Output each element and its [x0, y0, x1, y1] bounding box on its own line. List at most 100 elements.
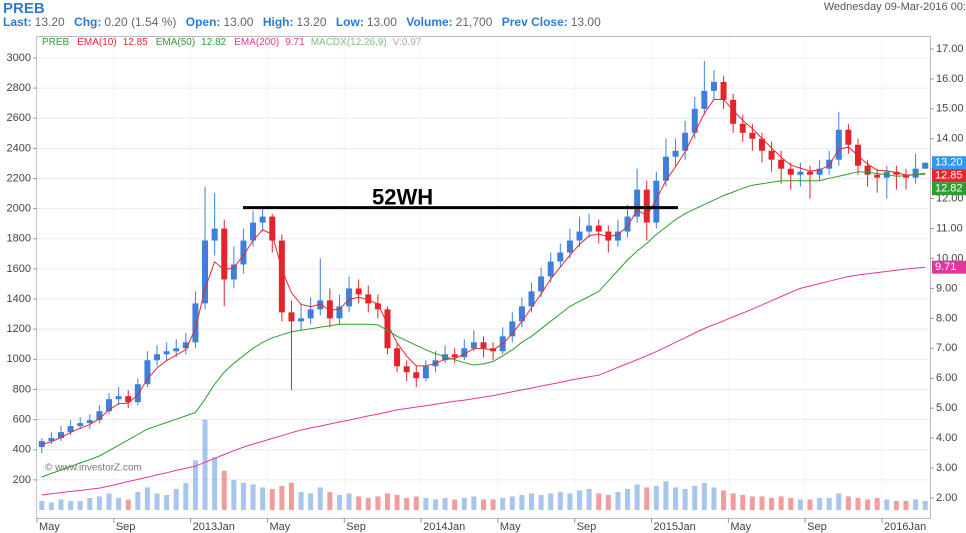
candle-body	[701, 90, 708, 109]
volume-bar	[874, 497, 880, 511]
y-tick-label: 16.00	[936, 73, 964, 85]
candle-body	[307, 309, 314, 319]
volume-bar	[375, 496, 381, 511]
candle-body	[682, 132, 689, 151]
y2-tick-label: 400	[13, 444, 31, 456]
y-tick-label: 8.00	[936, 312, 957, 324]
candle-body	[384, 309, 391, 349]
candle-body	[221, 228, 228, 280]
candle-body	[182, 342, 189, 349]
candle-body	[240, 240, 247, 265]
volume-bar	[250, 484, 256, 511]
volume-bar	[721, 490, 727, 511]
candle-body	[480, 342, 487, 349]
volume-bar	[240, 482, 246, 511]
volume-bar	[471, 496, 477, 511]
volume-bar	[346, 493, 352, 511]
volume-bar	[96, 496, 102, 511]
last-value-label: 9.71	[935, 261, 956, 273]
x-tick-label: 2014Jan	[423, 521, 465, 533]
candle-body	[778, 159, 785, 169]
volume-bar	[356, 496, 362, 511]
volume-bar	[865, 499, 871, 511]
candle-body	[758, 138, 765, 151]
volume-bar	[903, 500, 909, 511]
candle-body	[48, 438, 55, 442]
candle-body	[125, 396, 132, 403]
x-tick-label: 2015Jan	[654, 521, 696, 533]
y2-tick-label: 1800	[7, 233, 31, 245]
y-tick-label: 11.00	[936, 222, 963, 234]
volume-bar	[125, 499, 131, 511]
y2-tick-label: 2000	[7, 203, 31, 215]
candle-body	[566, 240, 573, 253]
volume-bar	[500, 497, 506, 511]
candle-body	[86, 420, 93, 424]
candle-body	[797, 171, 804, 175]
volume-bar	[192, 460, 198, 511]
x-tick-label: Sep	[346, 521, 366, 533]
candle-body	[173, 348, 180, 352]
volume-bar	[625, 488, 631, 511]
candle-body	[922, 162, 929, 169]
candle-body	[691, 108, 698, 133]
candle-body	[134, 384, 141, 403]
quote-label: Open:	[185, 15, 221, 29]
volume-bar	[884, 499, 890, 511]
legend-name: EMA(10)	[77, 37, 116, 48]
volume-bar	[317, 487, 323, 511]
volume-bar	[384, 493, 390, 511]
volume-bar	[490, 499, 496, 511]
legend-name: EMA(200)	[234, 37, 279, 48]
candle-body	[269, 216, 276, 241]
volume-bar	[154, 493, 160, 511]
last-value-label: 12.85	[935, 170, 963, 182]
candle-body	[816, 168, 823, 175]
volume-bar	[845, 496, 851, 511]
candle-body	[144, 360, 151, 385]
y-tick-label: 14.00	[936, 133, 964, 145]
volume-bar	[682, 488, 688, 511]
ema-line	[41, 98, 926, 445]
candle-body	[586, 225, 593, 232]
volume-bar	[221, 470, 227, 511]
candle-body	[461, 348, 468, 358]
y-tick-label: 2.00	[936, 492, 957, 504]
y2-tick-label: 800	[13, 383, 31, 395]
candle-body	[355, 288, 362, 295]
volume-bar	[836, 493, 842, 511]
volume-bar	[327, 491, 333, 511]
volume-bar	[269, 488, 275, 511]
candle-body	[298, 318, 305, 322]
candle-body	[96, 411, 103, 421]
y2-tick-label: 600	[13, 414, 31, 426]
quote-line: Last: 13.20 Chg: 0.20 (1.54 %) Open: 13.00 …	[3, 15, 601, 29]
candle-body	[614, 231, 621, 241]
candle-body	[509, 321, 516, 337]
last-value-box	[932, 260, 966, 274]
quote-label: Low:	[335, 15, 364, 29]
volume-bar	[231, 479, 237, 511]
legend-name: EMA(50)	[156, 37, 195, 48]
ema-line	[41, 171, 926, 478]
candle-body	[442, 354, 449, 361]
header: PREB Wednesday 09-Mar-2016 00: Last: 13.2…	[0, 0, 966, 30]
candle-body	[902, 174, 909, 178]
volume-bar	[922, 500, 928, 511]
volume-bar	[77, 500, 83, 511]
y2-tick-label: 200	[13, 474, 31, 486]
y-tick-label: 9.00	[936, 282, 957, 294]
quote-value: 13.20	[296, 15, 327, 29]
symbol-title: PREB	[3, 0, 45, 17]
y2-tick-label: 2600	[7, 112, 31, 124]
ema-line	[41, 266, 926, 496]
candle-body	[288, 312, 295, 322]
x-tick-label: May	[39, 521, 60, 533]
legend-symbol: PREB	[42, 37, 70, 48]
candle-body	[106, 399, 113, 412]
volume-bar	[106, 493, 112, 511]
volume-bar	[817, 497, 823, 511]
candle-body	[202, 240, 209, 304]
candle-body	[826, 159, 833, 169]
volume-bar	[807, 499, 813, 511]
